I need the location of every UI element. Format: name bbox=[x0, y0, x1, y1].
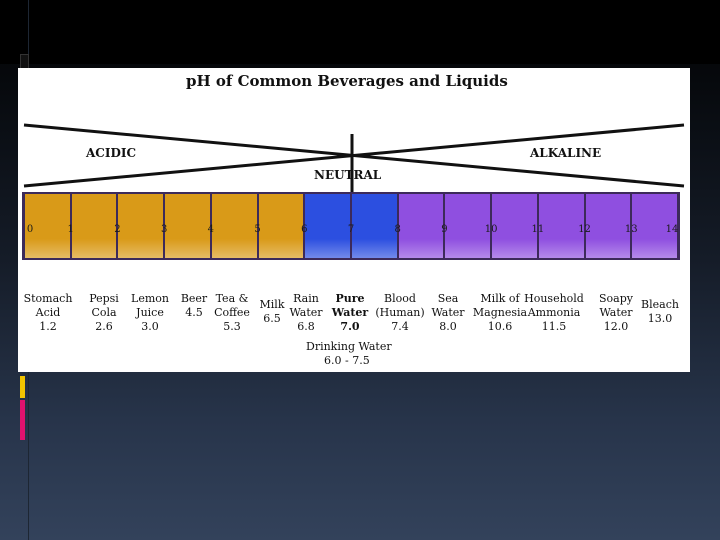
ph-item: Pepsi Cola 2.6 bbox=[72, 292, 136, 334]
ph-item-name: Coffee bbox=[214, 306, 250, 319]
ph-item-name: Sea bbox=[437, 292, 459, 305]
ph-item-value: 7.4 bbox=[391, 320, 409, 333]
ph-number: 10 bbox=[484, 224, 498, 235]
ph-item-name: Tea & bbox=[215, 292, 249, 305]
ph-item-value: 5.3 bbox=[223, 320, 241, 333]
ph-item: Blood (Human) 7.4 bbox=[368, 292, 432, 334]
ph-item-name: Soapy bbox=[599, 292, 633, 305]
ph-segment bbox=[118, 194, 164, 258]
ph-segment bbox=[305, 194, 350, 258]
ph-number: 1 bbox=[67, 224, 74, 235]
ph-item-name: Blood bbox=[384, 292, 416, 305]
ph-segment bbox=[538, 194, 584, 258]
ph-segment bbox=[165, 194, 210, 258]
ph-number: 11 bbox=[531, 224, 545, 235]
ph-item-name: Bleach bbox=[641, 298, 679, 311]
ph-item: Sea Water 8.0 bbox=[416, 292, 480, 334]
ph-number: 0 bbox=[26, 224, 34, 235]
ph-chart-slide: pH of Common Beverages and Liquids ACIDI… bbox=[18, 68, 690, 372]
ph-item-name: Rain bbox=[293, 292, 319, 305]
ph-item: Pure Water 7.0 bbox=[318, 292, 382, 334]
ph-item: Beer 4.5 bbox=[162, 292, 226, 320]
ph-segment bbox=[445, 194, 491, 258]
ph-segment bbox=[211, 194, 257, 258]
ph-item-name: Lemon bbox=[131, 292, 169, 305]
ph-item: Milk of Magnesia 10.6 bbox=[468, 292, 532, 334]
ph-item: Rain Water 6.8 bbox=[274, 292, 338, 334]
ph-segment bbox=[632, 194, 677, 258]
ph-item-name: Ammonia bbox=[527, 306, 581, 319]
ph-item-name: Household bbox=[524, 292, 584, 305]
ph-diagram-lines bbox=[23, 123, 685, 192]
ph-item-value: 6.5 bbox=[263, 312, 281, 325]
ph-number: 3 bbox=[160, 224, 168, 235]
ph-number: 12 bbox=[578, 224, 591, 235]
ph-segment bbox=[492, 194, 537, 258]
accent-pink bbox=[20, 400, 25, 440]
top-band bbox=[0, 0, 720, 64]
ph-item-value: 11.5 bbox=[541, 320, 567, 333]
ph-item: Household Ammonia 11.5 bbox=[522, 292, 586, 334]
ph-number: 9 bbox=[441, 224, 448, 235]
ph-item-value: 6.8 bbox=[297, 320, 315, 333]
drinking-water-range: 6.0 - 7.5 bbox=[324, 354, 370, 367]
ph-item-name: Acid bbox=[35, 306, 61, 319]
ph-segment bbox=[352, 194, 397, 258]
ph-item-name: Milk of bbox=[480, 292, 520, 305]
ph-item-value: 12.0 bbox=[603, 320, 629, 333]
ph-item-name: Water bbox=[289, 306, 323, 319]
neutral-label: NEUTRAL bbox=[314, 168, 382, 182]
ph-item-value: 3.0 bbox=[141, 320, 159, 333]
ph-number: 13 bbox=[624, 224, 638, 235]
ph-segment bbox=[398, 194, 444, 258]
ph-number: 5 bbox=[254, 224, 261, 235]
slide-title: pH of Common Beverages and Liquids bbox=[186, 72, 508, 90]
ph-item-value: 1.2 bbox=[39, 320, 57, 333]
ph-item-name: Water bbox=[331, 306, 369, 319]
ph-number: 14 bbox=[665, 224, 679, 235]
ph-segment bbox=[25, 194, 70, 258]
ph-item-name: Water bbox=[599, 306, 633, 319]
ph-item-name: Stomach bbox=[23, 292, 73, 305]
ph-segment bbox=[585, 194, 631, 258]
alkaline-wedge-line-up bbox=[23, 123, 685, 188]
ph-number: 8 bbox=[394, 224, 401, 235]
ph-item: Bleach 13.0 bbox=[628, 298, 690, 326]
ph-item-name: Pepsi bbox=[89, 292, 119, 305]
ph-item: Lemon Juice 3.0 bbox=[118, 292, 182, 334]
ph-item-value: 10.6 bbox=[487, 320, 513, 333]
ph-item-name: Magnesia bbox=[472, 306, 528, 319]
ph-item-name: (Human) bbox=[375, 306, 425, 319]
ph-item-value: 13.0 bbox=[647, 312, 673, 325]
ph-item-name: Pure bbox=[335, 292, 365, 305]
ph-number: 6 bbox=[301, 224, 308, 235]
ph-segment bbox=[71, 194, 117, 258]
ph-item-name: Juice bbox=[136, 306, 164, 319]
accent-yellow bbox=[20, 376, 25, 398]
ph-item-name: Milk bbox=[259, 298, 285, 311]
ph-item-name: Water bbox=[431, 306, 465, 319]
ph-number: 2 bbox=[114, 224, 121, 235]
ph-item-value: 4.5 bbox=[185, 306, 203, 319]
ph-item: Tea & Coffee 5.3 bbox=[200, 292, 264, 334]
ph-item-name: Cola bbox=[91, 306, 117, 319]
ph-item-value: 8.0 bbox=[439, 320, 457, 333]
ph-item: Stomach Acid 1.2 bbox=[18, 292, 80, 334]
drinking-water-label: Drinking Water bbox=[306, 340, 392, 353]
ph-number: 7 bbox=[347, 224, 355, 235]
ph-item: Milk 6.5 bbox=[240, 298, 304, 326]
alkaline-label: ALKALINE bbox=[530, 146, 602, 160]
ph-item-value: 7.0 bbox=[340, 320, 360, 333]
ph-item-value: 2.6 bbox=[95, 320, 113, 333]
ph-scale-bar bbox=[22, 192, 680, 260]
ph-number: 4 bbox=[207, 224, 215, 235]
ph-item-name: Beer bbox=[180, 292, 208, 305]
acidic-label: ACIDIC bbox=[86, 146, 137, 160]
ph-item: Soapy Water 12.0 bbox=[584, 292, 648, 334]
ph-segment bbox=[258, 194, 304, 258]
